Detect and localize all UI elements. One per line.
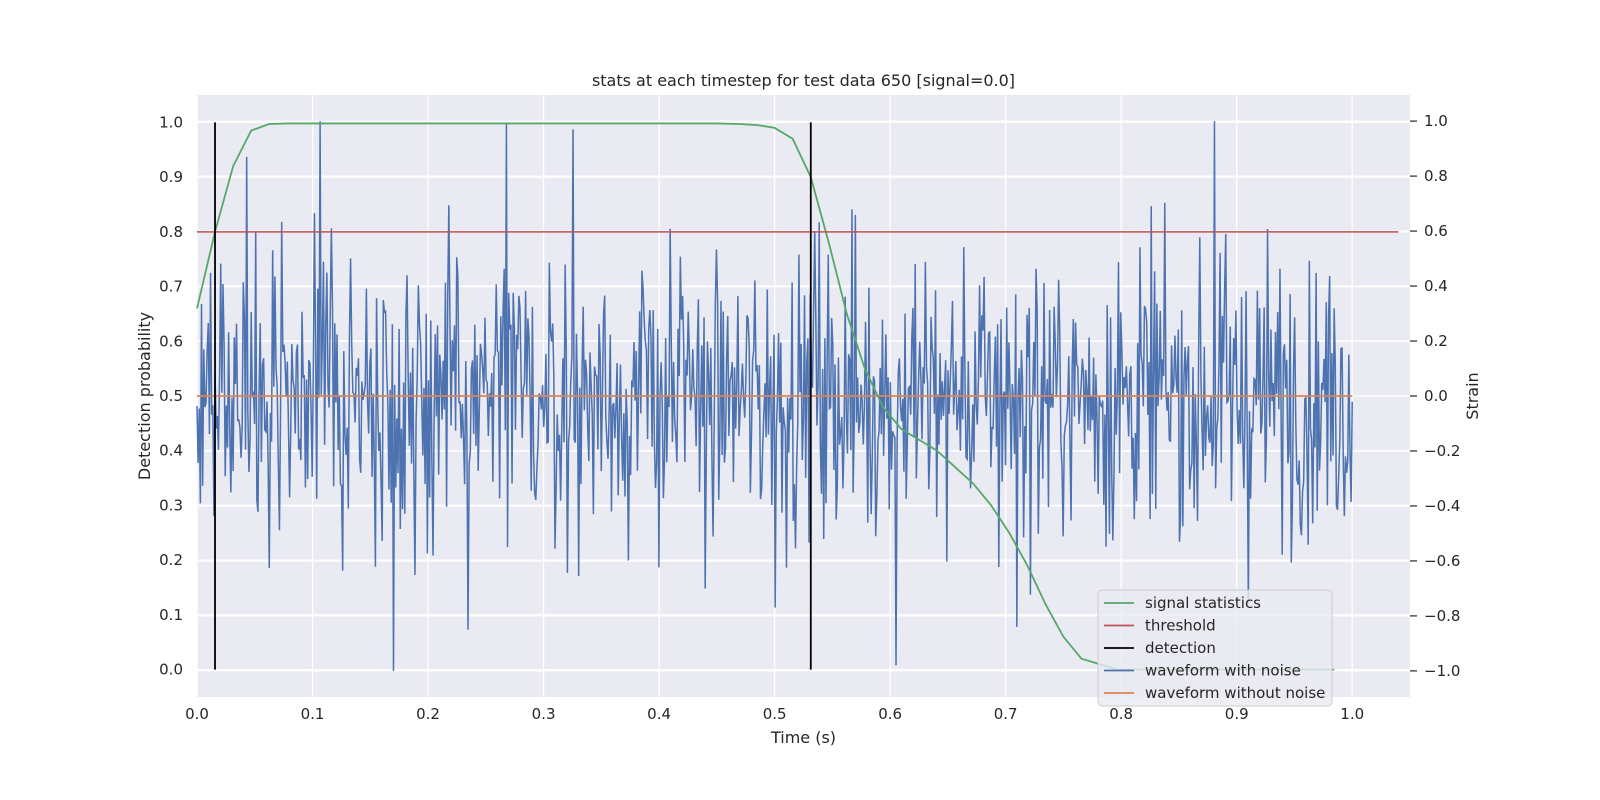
y2-tick-label: −0.6 bbox=[1424, 552, 1460, 570]
y2-tick-label: 0.2 bbox=[1424, 332, 1448, 350]
y2-tick-label: −0.4 bbox=[1424, 497, 1460, 515]
legend-label: signal statistics bbox=[1145, 594, 1261, 612]
y2-tick-label: 1.0 bbox=[1424, 112, 1448, 130]
x-tick-label: 0.6 bbox=[878, 705, 902, 723]
y2-tick-label: 0.8 bbox=[1424, 167, 1448, 185]
y2-tick-label: −1.0 bbox=[1424, 662, 1460, 680]
legend-box bbox=[1097, 589, 1333, 707]
y-axis-right: −1.0 −0.8 −0.6 −0.4 −0.2 0.0 0.2 0.4 0.6 0.8 1.0 bbox=[1410, 112, 1460, 680]
legend-label: waveform with noise bbox=[1145, 662, 1301, 680]
legend-label: waveform without noise bbox=[1145, 684, 1325, 702]
y-tick-label: 0.9 bbox=[159, 168, 183, 186]
x-tick-label: 0.4 bbox=[647, 705, 671, 723]
x-tick-label: 0.1 bbox=[301, 705, 325, 723]
y-tick-label: 0.8 bbox=[159, 223, 183, 241]
y-tick-label: 0.7 bbox=[159, 278, 183, 296]
y-tick-label: 0.1 bbox=[159, 606, 183, 624]
y2-tick-label: 0.4 bbox=[1424, 277, 1448, 295]
chart-title: stats at each timestep for test data 650… bbox=[592, 71, 1015, 90]
x-tick-label: 0.5 bbox=[763, 705, 787, 723]
series-waveform-with-noise bbox=[196, 121, 1353, 671]
y2-tick-label: 0.0 bbox=[1424, 387, 1448, 405]
y2-tick-label: −0.2 bbox=[1424, 442, 1460, 460]
x-axis: 0.0 0.1 0.2 0.3 0.4 0.5 0.6 0.7 0.8 0.9 1.0 bbox=[185, 705, 1364, 723]
legend: signal statistics threshold detection wavef… bbox=[1097, 589, 1333, 707]
x-axis-label: Time (s) bbox=[770, 728, 836, 747]
y2-axis-label: Strain bbox=[1463, 372, 1482, 419]
x-tick-label: 1.0 bbox=[1340, 705, 1364, 723]
series-layer bbox=[196, 121, 1399, 671]
legend-label: detection bbox=[1145, 639, 1216, 657]
y2-tick-label: 0.6 bbox=[1424, 222, 1448, 240]
x-tick-label: 0.3 bbox=[532, 705, 556, 723]
y-axis-left: 0.0 0.1 0.2 0.3 0.4 0.5 0.6 0.7 0.8 0.9 1.0 bbox=[159, 113, 183, 678]
x-tick-label: 0.0 bbox=[185, 705, 209, 723]
y-tick-label: 0.4 bbox=[159, 442, 183, 460]
x-tick-label: 0.9 bbox=[1225, 705, 1249, 723]
legend-label: threshold bbox=[1145, 617, 1216, 635]
y-tick-label: 0.3 bbox=[159, 496, 183, 514]
y-tick-label: 0.0 bbox=[159, 661, 183, 679]
x-tick-label: 0.7 bbox=[994, 705, 1018, 723]
x-tick-label: 0.8 bbox=[1109, 705, 1133, 723]
y-axis-label: Detection probability bbox=[135, 312, 154, 480]
y-tick-label: 0.6 bbox=[159, 332, 183, 350]
x-tick-label: 0.2 bbox=[416, 705, 440, 723]
y2-tick-label: −0.8 bbox=[1424, 607, 1460, 625]
series-signal-statistics bbox=[196, 122, 1335, 671]
y-tick-label: 0.2 bbox=[159, 551, 183, 569]
y-tick-label: 1.0 bbox=[159, 113, 183, 131]
y-tick-label: 0.5 bbox=[159, 387, 183, 405]
